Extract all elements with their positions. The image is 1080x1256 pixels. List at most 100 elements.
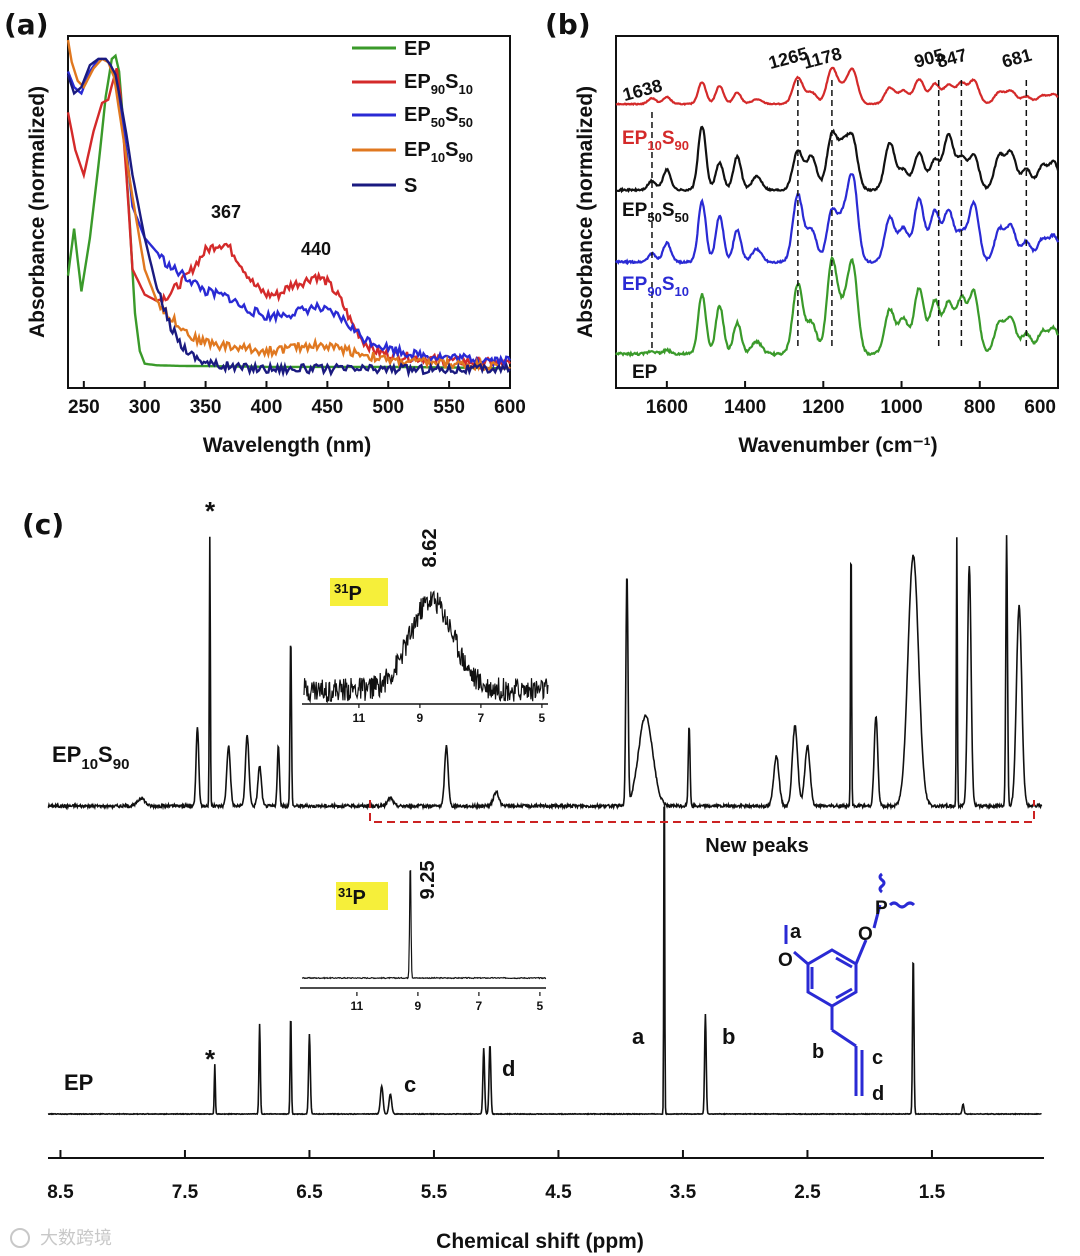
nmr-spectrum-ep xyxy=(47,805,1042,1116)
inset-top-ticks-label-5: 5 xyxy=(539,711,546,725)
peak-label-d: d xyxy=(502,1056,515,1081)
inset-bottom-badge xyxy=(336,882,388,910)
panel-a-chart: 250 300 350 400 450 500 550 600 EP EP90S10 EP50… xyxy=(26,35,526,457)
benzene-ring xyxy=(806,948,858,1008)
inset-bot-ticks-label-9: 9 xyxy=(415,999,422,1013)
xtick-label-400: 400 xyxy=(251,397,283,418)
solvent-star-bottom: * xyxy=(205,1044,216,1074)
panel-c-spectra xyxy=(47,535,1043,1116)
series-line-ep xyxy=(66,53,510,370)
inset-bot-ticks-label-11: 11 xyxy=(351,999,364,1013)
nmr-spectrum-ep10s90 xyxy=(47,535,1043,811)
legend-ep-label: EP xyxy=(404,38,431,60)
new-peaks-label: New peaks xyxy=(705,835,808,857)
inset-top-nucleus: 31P xyxy=(334,581,362,605)
annotation-367: 367 xyxy=(211,202,241,222)
c-xtick-label-3.5: 3.5 xyxy=(670,1182,697,1203)
panel-c-chart: 8.5 7.5 6.5 5.5 4.5 3.5 2.5 1.5 Chemical shift … xyxy=(47,496,1044,1253)
panel-a-xlabel: Wavelength (nm) xyxy=(203,434,371,457)
inset-bot-ticks-label-7: 7 xyxy=(476,999,483,1013)
xtick-label-350: 350 xyxy=(190,397,222,418)
series-line-ep50s50 xyxy=(66,57,512,369)
structure-O-left: O xyxy=(778,950,793,971)
panel-b-xlabel: Wavenumber (cm⁻¹) xyxy=(738,434,937,457)
panel-b-letter: (b) xyxy=(545,8,591,41)
panel-a-letter: (a) xyxy=(4,8,49,41)
inset-top-line-trace xyxy=(303,590,549,704)
xtick-label-450: 450 xyxy=(312,397,344,418)
legend-ep50s50-label: EP50S50 xyxy=(404,104,473,130)
panel-b-ylabel: Absorbance (normalized) xyxy=(574,86,597,338)
panel-a-legend: EP EP90S10 EP50S50 EP10S90 S xyxy=(352,38,473,197)
bond-o-methoxy xyxy=(793,950,809,966)
panel-b-series xyxy=(615,66,1060,358)
inset-31p-top: 11 9 7 5 31P 8.62 xyxy=(302,529,549,725)
structure-label-c: c xyxy=(872,1047,883,1069)
panel-c-letter: (c) xyxy=(22,508,64,541)
peak-label-a: a xyxy=(632,1024,645,1049)
inset-top-ticks-label-9: 9 xyxy=(417,711,424,725)
c-xtick-label-7.5: 7.5 xyxy=(172,1182,199,1203)
label-ep-c: EP xyxy=(64,1070,93,1095)
watermark-icon xyxy=(10,1228,30,1248)
label-ep10s90-b: EP10S90 xyxy=(622,128,689,153)
b-xtick-label-1400: 1400 xyxy=(724,397,766,418)
inset-bottom-nucleus: 31P xyxy=(338,885,366,909)
panel-a-ylabel: Absorbance (normalized) xyxy=(26,86,49,338)
bond-allyl xyxy=(831,1028,857,1048)
watermark-text: 大数跨境 xyxy=(40,1228,112,1249)
inset-bot-ticks-label-5: 5 xyxy=(537,999,544,1013)
label-ep90s10-b: EP90S10 xyxy=(622,274,689,299)
structure-label-a: a xyxy=(790,921,802,943)
panel-a-series xyxy=(66,39,512,379)
b-xtick-label-1200: 1200 xyxy=(802,397,844,418)
inset-top-spectrum xyxy=(303,590,549,704)
xtick-label-500: 500 xyxy=(372,397,404,418)
panel-b-ticks: 1600 1400 1200 1000 800 600 xyxy=(646,381,1059,418)
series-line-s xyxy=(66,57,511,379)
structure-label-d: d xyxy=(872,1083,884,1105)
inset-bot-line-trace xyxy=(301,869,547,980)
new-peaks-bracket xyxy=(369,800,1035,823)
label-ep-b: EP xyxy=(632,362,658,383)
b-xtick-label-800: 800 xyxy=(964,397,996,418)
inset-top-ticks: 11 9 7 5 xyxy=(353,704,546,725)
panel-a-frame xyxy=(67,35,511,389)
ref-label-1178: 1178 xyxy=(801,43,844,72)
inset-bottom-spectrum xyxy=(301,869,547,980)
label-ep10s90-c: EP10S90 xyxy=(52,742,129,773)
inset-top-ticks-label-7: 7 xyxy=(478,711,485,725)
inset-bottom-peak-label: 9.25 xyxy=(417,861,439,900)
molecule-structure xyxy=(784,872,916,1096)
p-wavy-right xyxy=(888,901,916,909)
structure-P: P xyxy=(875,898,888,919)
legend-ep10s90-label: EP10S90 xyxy=(404,139,473,165)
panel-b-frame xyxy=(615,35,1059,389)
c-xtick-label-2.5: 2.5 xyxy=(794,1182,821,1203)
legend-ep90s10-label: EP90S10 xyxy=(404,71,473,97)
structure-label-b: b xyxy=(812,1041,824,1063)
c-xtick-label-6.5: 6.5 xyxy=(296,1182,323,1203)
bond-o-aryl xyxy=(854,939,868,965)
panel-a-ticks: 250 300 350 400 450 500 550 600 xyxy=(68,381,526,418)
b-xtick-label-1600: 1600 xyxy=(646,397,688,418)
structure-O-top: O xyxy=(858,924,873,945)
ring-double-1 xyxy=(835,956,853,969)
inset-top-ticks-label-11: 11 xyxy=(353,711,366,725)
ring-double-3 xyxy=(835,987,853,1000)
panel-c-ticks: 8.5 7.5 6.5 5.5 4.5 3.5 2.5 1.5 xyxy=(47,1150,946,1203)
c-xtick-label-8.5: 8.5 xyxy=(47,1182,74,1203)
xtick-label-250: 250 xyxy=(68,397,100,418)
p-wavy-up xyxy=(878,872,886,894)
b-xtick-label-600: 600 xyxy=(1024,397,1056,418)
panel-c-xlabel: Chemical shift (ppm) xyxy=(436,1230,644,1253)
inset-bottom-ticks: 11 9 7 5 xyxy=(351,992,544,1013)
xtick-label-300: 300 xyxy=(129,397,161,418)
ir-spectrum-ep50s50 xyxy=(616,125,1060,194)
ir-spectrum-ep10s90 xyxy=(615,66,1059,107)
peak-label-b: b xyxy=(722,1024,735,1049)
c-xtick-label-5.5: 5.5 xyxy=(421,1182,448,1203)
solvent-star-top: * xyxy=(205,496,216,526)
